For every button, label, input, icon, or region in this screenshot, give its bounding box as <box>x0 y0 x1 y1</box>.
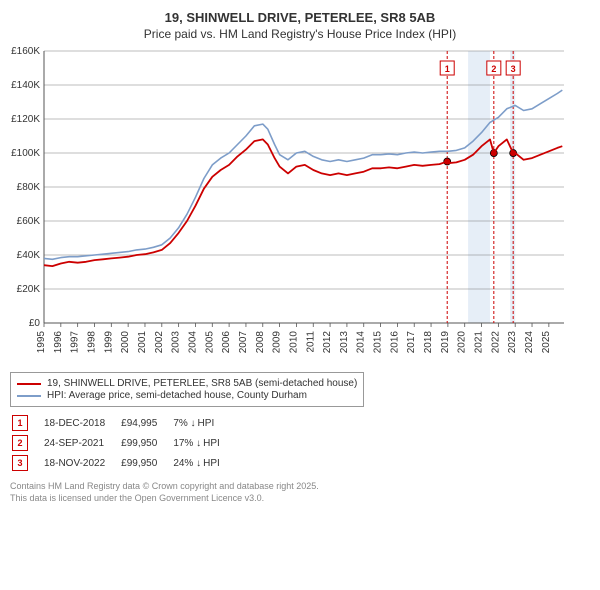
tx-date: 18-DEC-2018 <box>42 413 119 433</box>
x-tick-label: 2014 <box>356 331 367 354</box>
x-tick-label: 2008 <box>255 331 266 354</box>
x-tick-label: 1999 <box>103 331 114 354</box>
tx-marker-cell: 2 <box>10 433 42 453</box>
x-tick-label: 2001 <box>137 331 148 354</box>
x-tick-label: 2025 <box>541 331 552 354</box>
marker-number: 2 <box>491 64 496 74</box>
legend-swatch <box>17 383 41 385</box>
tx-marker-cell: 1 <box>10 413 42 433</box>
y-tick-label: £0 <box>29 318 41 329</box>
transaction-row: 1 18-DEC-2018£94,9957% ↓HPI <box>10 413 234 433</box>
x-tick-label: 2021 <box>474 331 485 354</box>
tx-gap: 24% ↓HPI <box>171 453 233 473</box>
legend-box: 19, SHINWELL DRIVE, PETERLEE, SR8 5AB (s… <box>10 372 364 407</box>
tx-marker-box: 1 <box>12 415 28 431</box>
x-tick-label: 2005 <box>204 331 215 354</box>
x-tick-label: 2017 <box>406 331 417 354</box>
arrow-down-icon: ↓ <box>196 438 201 449</box>
x-tick-label: 2015 <box>373 331 384 354</box>
tx-marker-box: 3 <box>12 455 28 471</box>
x-tick-label: 2010 <box>288 331 299 354</box>
x-tick-label: 2011 <box>305 331 316 353</box>
title-line-1: 19, SHINWELL DRIVE, PETERLEE, SR8 5AB <box>10 10 590 25</box>
x-tick-label: 1995 <box>36 331 47 354</box>
y-tick-label: £100K <box>11 148 40 159</box>
legend-label: 19, SHINWELL DRIVE, PETERLEE, SR8 5AB (s… <box>47 378 357 389</box>
tx-gap-to: HPI <box>203 458 220 469</box>
x-tick-label: 2006 <box>221 331 232 354</box>
tx-price: £99,950 <box>119 433 171 453</box>
tx-date: 18-NOV-2022 <box>42 453 119 473</box>
transaction-row: 2 24-SEP-2021£99,95017% ↓HPI <box>10 433 234 453</box>
y-tick-label: £40K <box>17 250 41 261</box>
title-line-2: Price paid vs. HM Land Registry's House … <box>10 27 590 41</box>
arrow-down-icon: ↓ <box>191 418 196 429</box>
x-tick-label: 1997 <box>70 331 81 354</box>
y-tick-label: £20K <box>17 284 41 295</box>
y-tick-label: £60K <box>17 216 41 227</box>
y-tick-label: £120K <box>11 114 40 125</box>
transactions-table: 1 18-DEC-2018£94,9957% ↓HPI 2 24-SEP-2021£9… <box>10 413 234 473</box>
x-tick-label: 2013 <box>339 331 350 354</box>
x-tick-label: 1998 <box>86 331 97 354</box>
marker-number: 1 <box>445 64 450 74</box>
chart-container: £0 £20K £40K £60K £80K £100K £120K £140K £160K 19… <box>10 45 590 366</box>
x-tick-label: 2009 <box>272 331 283 354</box>
tx-gap-to: HPI <box>203 438 220 449</box>
legend-swatch <box>17 395 41 397</box>
tx-marker-box: 2 <box>12 435 28 451</box>
x-tick-label: 2002 <box>154 331 165 354</box>
x-tick-label: 2012 <box>322 331 333 354</box>
tx-marker-cell: 3 <box>10 453 42 473</box>
line-chart-svg: £0 £20K £40K £60K £80K £100K £120K £140K £160K 19… <box>10 45 570 363</box>
y-tick-label: £140K <box>11 80 40 91</box>
marker-number: 3 <box>511 64 516 74</box>
x-tick-label: 2007 <box>238 331 249 354</box>
x-tick-label: 2020 <box>457 331 468 354</box>
x-tick-label: 2018 <box>423 331 434 354</box>
legend-label: HPI: Average price, semi-detached house,… <box>47 390 307 401</box>
tx-gap: 17% ↓HPI <box>171 433 233 453</box>
footer-line-1: Contains HM Land Registry data © Crown c… <box>10 481 590 493</box>
tx-gap: 7% ↓HPI <box>171 413 233 433</box>
legend-row: HPI: Average price, semi-detached house,… <box>17 390 357 401</box>
x-tick-label: 2019 <box>440 331 451 354</box>
footer-attribution: Contains HM Land Registry data © Crown c… <box>10 481 590 504</box>
x-tick-label: 2000 <box>120 331 131 354</box>
transaction-row: 3 18-NOV-2022£99,95024% ↓HPI <box>10 453 234 473</box>
tx-gap-to: HPI <box>198 418 215 429</box>
x-tick-label: 2016 <box>389 331 400 354</box>
tx-date: 24-SEP-2021 <box>42 433 119 453</box>
arrow-down-icon: ↓ <box>196 458 201 469</box>
legend-row: 19, SHINWELL DRIVE, PETERLEE, SR8 5AB (s… <box>17 378 357 389</box>
y-tick-label: £160K <box>11 46 40 57</box>
x-tick-label: 2022 <box>490 331 501 354</box>
x-tick-label: 2004 <box>187 331 198 354</box>
x-tick-label: 2024 <box>524 331 535 354</box>
x-tick-label: 1996 <box>53 331 64 354</box>
chart-titles: 19, SHINWELL DRIVE, PETERLEE, SR8 5AB Pr… <box>10 10 590 41</box>
footer-line-2: This data is licensed under the Open Gov… <box>10 493 590 505</box>
tx-price: £94,995 <box>119 413 171 433</box>
y-tick-label: £80K <box>17 182 41 193</box>
tx-price: £99,950 <box>119 453 171 473</box>
x-tick-label: 2023 <box>507 331 518 354</box>
x-tick-label: 2003 <box>171 331 182 354</box>
